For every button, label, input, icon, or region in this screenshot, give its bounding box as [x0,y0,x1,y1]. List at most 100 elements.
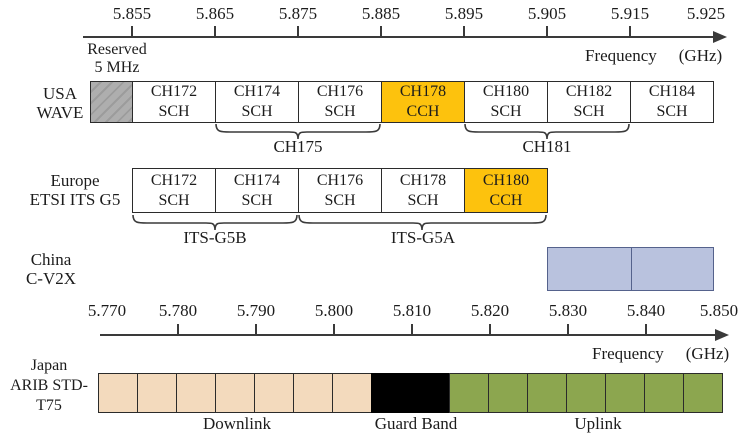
top-axis-tick [131,26,133,36]
europe-channel-ch176: CH176 SCH [298,168,382,213]
europe-region-label: Europe ETSI ITS G5 [20,171,130,209]
top-axis-tick [297,26,299,36]
top-axis-tick [214,26,216,36]
japan-uplink-cell [644,373,684,413]
channel-type: SCH [158,191,190,209]
bottom-axis-tick [333,324,335,334]
japan-downlink-cell [137,373,177,413]
reserved-annotation-line1: Reserved [87,41,147,58]
usa-channel-ch172: CH172 SCH [132,81,216,123]
channel-type: SCH [241,103,273,120]
japan-region-line3: T75 [36,397,62,414]
top-axis-tick-label: 5.865 [195,4,235,23]
bottom-axis-tick-label: 5.780 [158,301,198,320]
top-axis-line [83,36,714,38]
top-axis-tick [629,26,631,36]
japan-downlink-cell [215,373,255,413]
top-axis-title-text: Frequency [585,46,657,65]
usa-channel-ch182: CH182 SCH [547,81,631,123]
japan-region-label: Japan ARIB STD- T75 [0,356,98,416]
usa-channel-ch176: CH176 SCH [298,81,382,123]
channel-type: SCH [573,103,605,120]
channel-name: CH184 [648,83,696,100]
bottom-axis-tick-label: 5.820 [470,301,510,320]
europe-brace-its-g5b [132,215,298,231]
usa-region-line2: WAVE [36,103,84,122]
top-axis-tick-label: 5.875 [278,4,318,23]
europe-channel-ch174: CH174 SCH [215,168,299,213]
reserved-annotation: Reserved 5 MHz [82,41,152,77]
usa-channel-ch174: CH174 SCH [215,81,299,123]
channel-type: SCH [407,191,439,209]
china-band-divider [631,248,632,290]
bottom-axis-tick [411,324,413,334]
europe-channel-ch178: CH178 SCH [381,168,465,213]
usa-region-line1: USA [42,84,77,103]
channel-type: CCH [489,191,523,209]
bottom-axis-title-unit: (GHz) [685,344,730,363]
europe-channel-ch172: CH172 SCH [132,168,216,213]
usa-brace-ch175-label: CH175 [273,137,323,156]
bottom-axis-arrow-icon [715,329,729,341]
bottom-axis-tick-label: 5.830 [548,301,588,320]
top-axis-arrow-icon [713,31,727,43]
channel-name: CH174 [233,171,281,189]
bottom-axis-tick [489,324,491,334]
japan-uplink-label: Uplink [574,414,622,433]
top-axis-tick-label: 5.915 [610,4,650,23]
japan-downlink-label: Downlink [203,414,271,433]
channel-name: CH176 [316,83,364,100]
japan-guard-band-cell [410,373,450,413]
top-axis-tick-label: 5.905 [527,4,567,23]
europe-brace-its-g5a-label: ITS-G5A [390,228,456,247]
bottom-axis-title-text: Frequency [592,344,664,363]
channel-name: CH174 [233,83,281,100]
europe-brace-its-g5b-label: ITS-G5B [183,228,247,247]
bottom-axis-tick-label: 5.800 [314,301,354,320]
usa-region-label: USA WAVE [27,84,93,122]
japan-uplink-cell [527,373,567,413]
top-axis-tick-label: 5.855 [112,4,152,23]
japan-uplink-cell [449,373,489,413]
europe-region-line2: ETSI ITS G5 [29,190,121,209]
japan-region-line1: Japan [30,357,68,374]
top-axis-tick-label: 5.895 [444,4,484,23]
bottom-axis-tick-label: 5.840 [626,301,666,320]
bottom-axis-tick [645,324,647,334]
bottom-axis-tick [567,324,569,334]
bottom-axis-line [100,334,716,336]
channel-name: CH182 [565,83,613,100]
channel-type: SCH [241,191,273,209]
japan-downlink-cell [293,373,333,413]
channel-name: CH178 [399,171,447,189]
japan-downlink-cell [254,373,294,413]
bottom-axis-tick-label: 5.790 [236,301,276,320]
channel-type: SCH [324,191,356,209]
channel-type: SCH [656,103,688,120]
japan-uplink-cell [683,373,723,413]
channel-name: CH172 [150,83,198,100]
top-axis-tick-label: 5.925 [686,4,726,23]
europe-channel-ch180-cch: CH180 CCH [464,168,548,213]
channel-type: SCH [490,103,522,120]
usa-brace-ch181 [464,124,630,140]
china-cv2x-band [547,247,714,291]
japan-guard-band-cell [371,373,411,413]
top-axis-tick [380,26,382,36]
usa-reserved-band [90,81,133,123]
china-region-line2: C-V2X [25,269,77,288]
usa-brace-ch175 [215,124,381,140]
top-axis-tick [463,26,465,36]
europe-brace-its-g5a [298,215,547,231]
japan-uplink-cell [488,373,528,413]
europe-region-line1: Europe [50,171,100,190]
channel-name: CH172 [150,171,198,189]
japan-region-line2: ARIB STD- [10,377,88,394]
japan-downlink-cell [176,373,216,413]
bottom-axis-tick-label: 5.770 [87,301,127,320]
channel-type: SCH [324,103,356,120]
usa-channel-ch178-cch: CH178 CCH [381,81,465,123]
usa-channel-ch184: CH184 SCH [630,81,714,123]
usa-channel-ch180: CH180 SCH [464,81,548,123]
channel-type: SCH [158,103,190,120]
